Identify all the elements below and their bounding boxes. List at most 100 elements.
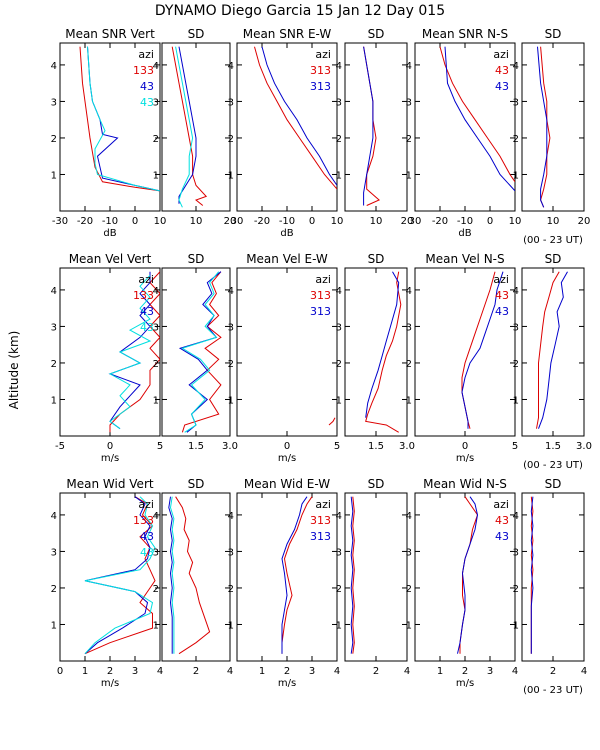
x-tick-label: 10 — [547, 216, 560, 227]
panel-title: SD — [188, 27, 205, 41]
y-tick-label: 4 — [336, 511, 342, 522]
y-tick-label: 4 — [406, 511, 412, 522]
time-range-label: (00 - 23 UT) — [523, 460, 583, 471]
x-tick-label: 5 — [512, 441, 518, 452]
y-tick-label: 3 — [228, 322, 234, 333]
x-axis-label: m/s — [101, 678, 119, 689]
x-tick-label: 10 — [370, 216, 383, 227]
x-tick-label: 10 — [190, 216, 203, 227]
legend-title: azi — [493, 48, 509, 61]
x-tick-label: 3.0 — [576, 441, 592, 452]
x-tick-label: 30 — [231, 216, 244, 227]
y-tick-label: 3 — [228, 97, 234, 108]
plot-frame — [344, 42, 408, 212]
series-line-43-2 — [169, 496, 175, 654]
y-tick-label: 1 — [51, 620, 57, 631]
x-tick-label: 2 — [550, 666, 556, 677]
y-tick-label: 4 — [51, 61, 57, 72]
legend-entry: 43 — [140, 530, 154, 543]
x-tick-label: 20 — [401, 216, 414, 227]
legend-title: azi — [138, 48, 154, 61]
legend-entry: 313 — [310, 64, 331, 77]
series-line-43-1 — [444, 46, 515, 192]
series-line-43-1 — [538, 271, 568, 429]
panel-0-0: Mean SNR Vert-30 -20 -10 0 101234dBazi133434… — [51, 27, 167, 239]
legend-entry: 133 — [133, 514, 154, 527]
x-tick-label: 3.0 — [399, 441, 415, 452]
y-tick-label: 1 — [228, 395, 234, 406]
series-line-43-1 — [530, 496, 534, 654]
series-line-313-1 — [363, 46, 374, 206]
panel-title: Mean Wid Vert — [66, 477, 153, 491]
series-line-43-1 — [168, 496, 173, 654]
x-tick-label: 10 — [509, 216, 522, 227]
series-line-133-0 — [84, 496, 156, 655]
x-tick-label: 5 — [334, 441, 340, 452]
y-tick-label: 3 — [336, 322, 342, 333]
x-tick-label: -10 — [102, 216, 118, 227]
y-tick-label: 3 — [51, 547, 57, 558]
x-tick-label: 0 — [132, 216, 138, 227]
y-tick-label: 1 — [228, 170, 234, 181]
y-tick-label: 3 — [228, 547, 234, 558]
series-line-313-1 — [365, 271, 400, 418]
y-tick-label: 1 — [228, 620, 234, 631]
panel-1-1: SD 1.5 3.0 1 2 3 4 — [153, 252, 238, 452]
panel-title: Mean Vel E-W — [246, 252, 328, 266]
y-tick-label: 2 — [513, 584, 519, 595]
x-tick-label: 4 — [581, 666, 587, 677]
x-tick-label: 4 — [404, 666, 410, 677]
x-tick-label: -20 — [77, 216, 93, 227]
y-tick-label: 3 — [513, 97, 519, 108]
panel-0-2: Mean SNR E-W 30 -20 -10 0 10 1 2 3 4 dB azi 313 313 — [228, 27, 344, 239]
series-line-43-2 — [181, 271, 220, 433]
y-tick-label: 4 — [51, 511, 57, 522]
series-line-133-0 — [181, 271, 222, 433]
x-tick-label: -10 — [279, 216, 295, 227]
panel-title: SD — [545, 252, 562, 266]
x-tick-label: -10 — [457, 216, 473, 227]
y-tick-label: 1 — [406, 170, 412, 181]
time-range-label: (00 - 23 UT) — [523, 235, 583, 246]
y-tick-label: 2 — [336, 134, 342, 145]
series-line-313-0 — [352, 496, 355, 654]
legend-entry: 43 — [495, 80, 509, 93]
x-axis-label: m/s — [278, 453, 296, 464]
y-tick-label: 1 — [513, 395, 519, 406]
series-line-43-1 — [537, 46, 548, 208]
series-line-43-2 — [175, 46, 194, 208]
y-tick-label: 2 — [153, 359, 159, 370]
x-tick-label: -30 — [52, 216, 68, 227]
y-tick-label: 4 — [336, 61, 342, 72]
x-tick-label: 3.0 — [222, 441, 238, 452]
panel-title: SD — [368, 477, 385, 491]
y-tick-label: 2 — [406, 134, 412, 145]
x-tick-label: 3 — [309, 666, 315, 677]
plot-frame — [161, 267, 231, 437]
x-tick-label: 0 — [309, 216, 315, 227]
x-tick-label: 20 — [224, 216, 237, 227]
x-tick-label: 1 — [82, 666, 88, 677]
x-tick-label: 0 — [284, 441, 290, 452]
y-tick-label: 3 — [406, 322, 412, 333]
series-line-43-2 — [84, 496, 156, 655]
x-tick-label: 2 — [462, 666, 468, 677]
y-tick-label: 2 — [406, 359, 412, 370]
y-tick-label: 1 — [406, 395, 412, 406]
x-axis-label: dB — [280, 228, 293, 239]
series-line-313-0 — [254, 46, 337, 190]
y-tick-label: 3 — [51, 97, 57, 108]
y-tick-label: 2 — [336, 584, 342, 595]
panel-0-5: SD 10 20 1 2 3 4 (00 - 23 UT) — [513, 27, 591, 246]
panel-2-1: SD 2 4 1 2 3 4 — [153, 477, 234, 677]
legend-entry: 313 — [310, 289, 331, 302]
y-tick-label: 3 — [153, 97, 159, 108]
x-tick-label: 0 — [107, 441, 113, 452]
legend-entry: 43 — [495, 305, 509, 318]
y-tick-label: 4 — [336, 286, 342, 297]
x-tick-label: 1 — [259, 666, 265, 677]
